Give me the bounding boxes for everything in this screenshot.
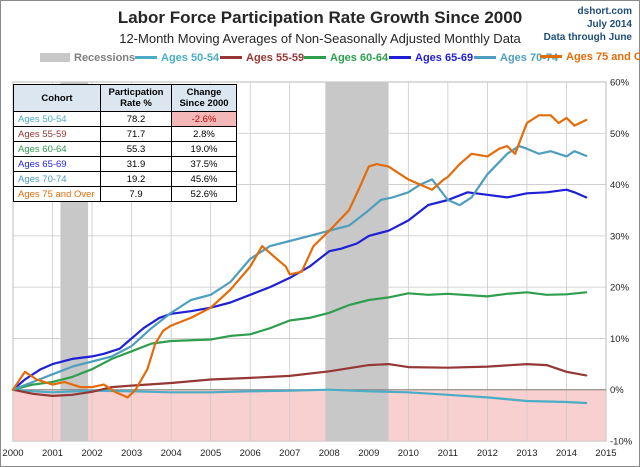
- series-line-ages-50-54: [11, 388, 588, 405]
- cohort-cell: Ages 55-59: [13, 126, 101, 142]
- negative-zone: [13, 389, 606, 441]
- table-row: Ages 55-59 71.7 2.8%: [13, 126, 237, 142]
- source-site: dshort.com: [577, 6, 632, 17]
- x-tick-label: 2006: [240, 448, 261, 459]
- legend-item-recessions: Recessions: [40, 52, 135, 68]
- table-row: Ages 60-64 55.3 19.0%: [13, 141, 237, 157]
- rate-cell: 7.9: [100, 186, 172, 202]
- legend-swatch-55-59: [220, 55, 242, 59]
- legend-swatch-75-over: [540, 54, 562, 58]
- y-tick-label: 10%: [610, 334, 630, 345]
- x-tick-label: 2000: [2, 448, 23, 459]
- series-line-ages-70-74: [11, 145, 588, 391]
- table-header-change: Change Since 2000: [171, 84, 237, 112]
- legend-label-75-over: Ages 75 and Over: [566, 51, 640, 63]
- x-tick-label: 2012: [477, 448, 498, 459]
- legend-label-65-69: Ages 65-69: [415, 52, 474, 64]
- recession-band: [325, 82, 389, 441]
- legend-item-50-54: Ages 50-54: [135, 52, 219, 68]
- change-cell: 52.6%: [171, 186, 237, 202]
- legend-item-55-59: Ages 55-59: [220, 52, 304, 68]
- table-row: Ages 65-69 31.9 37.5%: [13, 156, 237, 172]
- rate-cell: 78.2: [100, 111, 172, 127]
- chart-title: Labor Force Participation Rate Growth Si…: [117, 8, 523, 27]
- legend-item-75-over: Ages 75 and Over: [540, 51, 640, 67]
- y-tick-label: 60%: [610, 78, 630, 89]
- legend-swatch-60-64: [304, 55, 326, 59]
- table-row: Ages 50-54 78.2 -2.6%: [13, 111, 237, 127]
- y-tick-label: 0%: [610, 385, 624, 396]
- rate-cell: 55.3: [100, 141, 172, 157]
- x-tick-label: 2007: [279, 448, 300, 459]
- x-tick-label: 2008: [319, 448, 340, 459]
- legend-label-60-64: Ages 60-64: [330, 52, 389, 64]
- x-tick-label: 2003: [121, 448, 142, 459]
- x-tick-label: 2010: [398, 448, 419, 459]
- chart-subtitle: 12-Month Moving Averages of Non-Seasonal…: [119, 31, 521, 46]
- table-row: Ages 75 and Over 7.9 52.6%: [13, 186, 237, 202]
- change-cell: 2.8%: [171, 126, 237, 142]
- table-header-cohort: Cohort: [13, 84, 101, 112]
- change-cell: 19.0%: [171, 141, 237, 157]
- rate-cell: 19.2: [100, 171, 172, 187]
- publish-date: July 2014: [586, 19, 632, 30]
- y-tick-label: -10%: [610, 437, 633, 448]
- rate-cell: 31.9: [100, 156, 172, 172]
- change-cell: 37.5%: [171, 156, 237, 172]
- series-line-ages-55-59: [11, 363, 588, 397]
- table-header-row: Cohort Particpation Rate % Change Since …: [13, 84, 237, 112]
- series-line-ages-65-69: [11, 188, 588, 391]
- y-tick-label: 40%: [610, 180, 630, 191]
- x-tick-label: 2002: [81, 448, 102, 459]
- x-tick-label: 2001: [42, 448, 63, 459]
- legend-label-recessions: Recessions: [74, 52, 136, 64]
- x-tick-label: 2013: [516, 448, 537, 459]
- legend-swatch-65-69: [389, 55, 411, 59]
- legend-swatch-70-74: [474, 55, 496, 59]
- x-tick-label: 2004: [161, 448, 182, 459]
- legend-label-55-59: Ages 55-59: [246, 52, 305, 64]
- y-tick-label: 50%: [610, 129, 630, 140]
- y-tick-label: 20%: [610, 283, 630, 294]
- cohort-cell: Ages 65-69: [13, 156, 101, 172]
- legend-swatch-50-54: [135, 55, 157, 59]
- cohort-cell: Ages 60-64: [13, 141, 101, 157]
- cohort-cell: Ages 75 and Over: [13, 186, 101, 202]
- change-cell: -2.6%: [171, 111, 237, 127]
- y-tick-label: 30%: [610, 231, 630, 242]
- cohort-cell: Ages 70-74: [13, 171, 101, 187]
- table-row: Ages 70-74 19.2 45.6%: [13, 171, 237, 187]
- data-through-note: Data through June: [543, 32, 632, 43]
- series-line-ages-60-64: [11, 291, 588, 391]
- legend-item-60-64: Ages 60-64: [304, 52, 388, 68]
- legend-label-50-54: Ages 50-54: [161, 52, 220, 64]
- series-line-ages-75-and-over: [11, 114, 588, 399]
- table-header-rate: Particpation Rate %: [100, 84, 172, 112]
- legend-swatch-recessions: [40, 52, 70, 62]
- legend-item-65-69: Ages 65-69: [389, 52, 473, 68]
- rate-cell: 71.7: [100, 126, 172, 142]
- x-tick-label: 2009: [358, 448, 379, 459]
- change-cell: 45.6%: [171, 171, 237, 187]
- cohort-cell: Ages 50-54: [13, 111, 101, 127]
- chart-legend: Recessions Ages 50-54 Ages 55-59 Ages 60…: [40, 51, 640, 68]
- x-tick-label: 2005: [200, 448, 221, 459]
- x-tick-label: 2011: [438, 448, 458, 459]
- x-tick-label: 2015: [595, 448, 616, 459]
- cohort-table: Cohort Particpation Rate % Change Since …: [13, 84, 237, 202]
- x-tick-label: 2014: [556, 448, 577, 459]
